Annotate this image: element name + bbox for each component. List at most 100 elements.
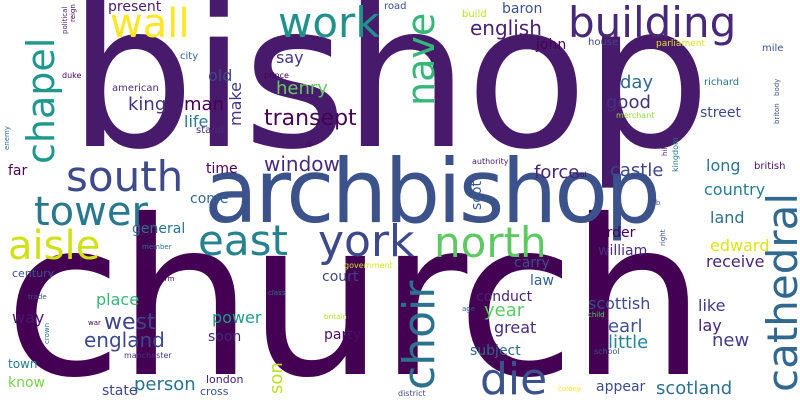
word-law: law [530,273,554,289]
word-government: government [344,261,393,270]
word-richard: richard [704,77,740,88]
word-enemy: enemy [3,125,11,150]
word-court: court [322,269,359,285]
word-north: north [434,218,547,267]
word-like: like [698,296,726,315]
word-hill: hill [661,145,669,156]
word-man: man [184,94,224,115]
word-castle: castle [610,160,664,181]
word-duke: duke [62,71,82,80]
word-conduct: conduct [476,289,533,305]
word-country: country [704,180,766,199]
word-earl: earl [608,316,643,337]
word-john: john [536,37,567,53]
word-edward: edward [710,236,770,255]
word-class: class [268,289,286,297]
word-baron: baron [502,1,543,17]
word-great: great [494,318,537,337]
word-merchant: merchant [616,111,655,120]
word-century: century [12,267,55,280]
word-vol: vol [576,171,587,179]
word-state: state [102,383,138,399]
word-england: england [84,328,165,352]
word-order: order [598,225,636,241]
word-make: make [226,82,245,126]
word-archbishop: archbishop [204,140,661,243]
word-briton: briton [773,103,781,124]
word-road: road [384,1,407,12]
word-life: life [184,112,209,131]
word-scottish: scottish [588,294,651,313]
word-soon: soon [208,329,242,345]
word-aisle: aisle [8,223,101,269]
word-good: good [606,92,651,113]
word-street: street [700,105,741,121]
word-british: british [754,161,786,172]
word-york: york [318,216,415,267]
word-crown: crown [43,322,51,344]
word-prince: prince [264,71,289,80]
word-transept: transept [264,106,357,131]
word-nave: nave [399,12,443,106]
word-tower: tower [34,189,148,235]
word-son: son [266,362,287,394]
word-bishop: bishop [68,0,711,194]
word-child: child [588,311,605,319]
word-american: american [112,83,159,94]
word-mile: mile [762,43,784,54]
word-britain: britain [324,313,347,321]
word-build: build [462,9,487,20]
word-town: town [8,357,38,371]
word-scotland: scotland [656,378,733,399]
word-present: present [108,0,162,15]
word-choir: choir [394,280,445,390]
word-way: way [12,308,45,327]
word-land: land [710,208,745,227]
word-far: far [8,163,28,179]
word-church: church [4,174,706,400]
word-place: place [96,290,140,309]
word-west: west [104,310,156,335]
word-general: general [132,221,186,237]
word-london: london [206,373,244,386]
word-cathedral: cathedral [758,192,800,392]
word-little: little [608,332,649,353]
word-east: east [198,216,288,265]
word-die: die [480,354,548,400]
word-cross: cross [200,385,229,398]
word-receive: receive [706,252,765,271]
word-appear: appear [596,379,646,395]
word-say: say [276,48,304,67]
word-new: new [712,330,750,351]
word-stone: stone [590,357,607,364]
word-member: member [142,243,172,251]
word-lib: lib [652,199,661,207]
word-school: school [594,347,620,356]
word-power: power [212,308,262,327]
word-district: district [398,389,426,398]
word-party: party [324,327,361,343]
word-stand: stand [196,125,224,136]
word-person: person [134,374,196,395]
word-english: english [470,16,542,40]
word-age: age [462,305,476,313]
word-long: long [706,156,741,175]
word-wall: wall [110,1,190,47]
word-work: work [278,0,380,47]
word-henry: henry [276,78,328,99]
word-window: window [264,152,340,176]
word-carry: carry [514,255,550,271]
word-authority: authority [472,157,509,166]
word-king: king [128,94,167,115]
word-lay: lay [698,316,722,335]
word-body: body [773,78,781,96]
word-city: city [180,51,199,62]
word-subject: subject [470,343,521,359]
word-come: come [190,191,229,207]
word-iii: iii [306,141,312,149]
word-force: force [534,162,580,183]
word-day: day [620,72,654,93]
word-trade: trade [28,293,47,301]
word-kingdom: kingdom [671,137,680,172]
